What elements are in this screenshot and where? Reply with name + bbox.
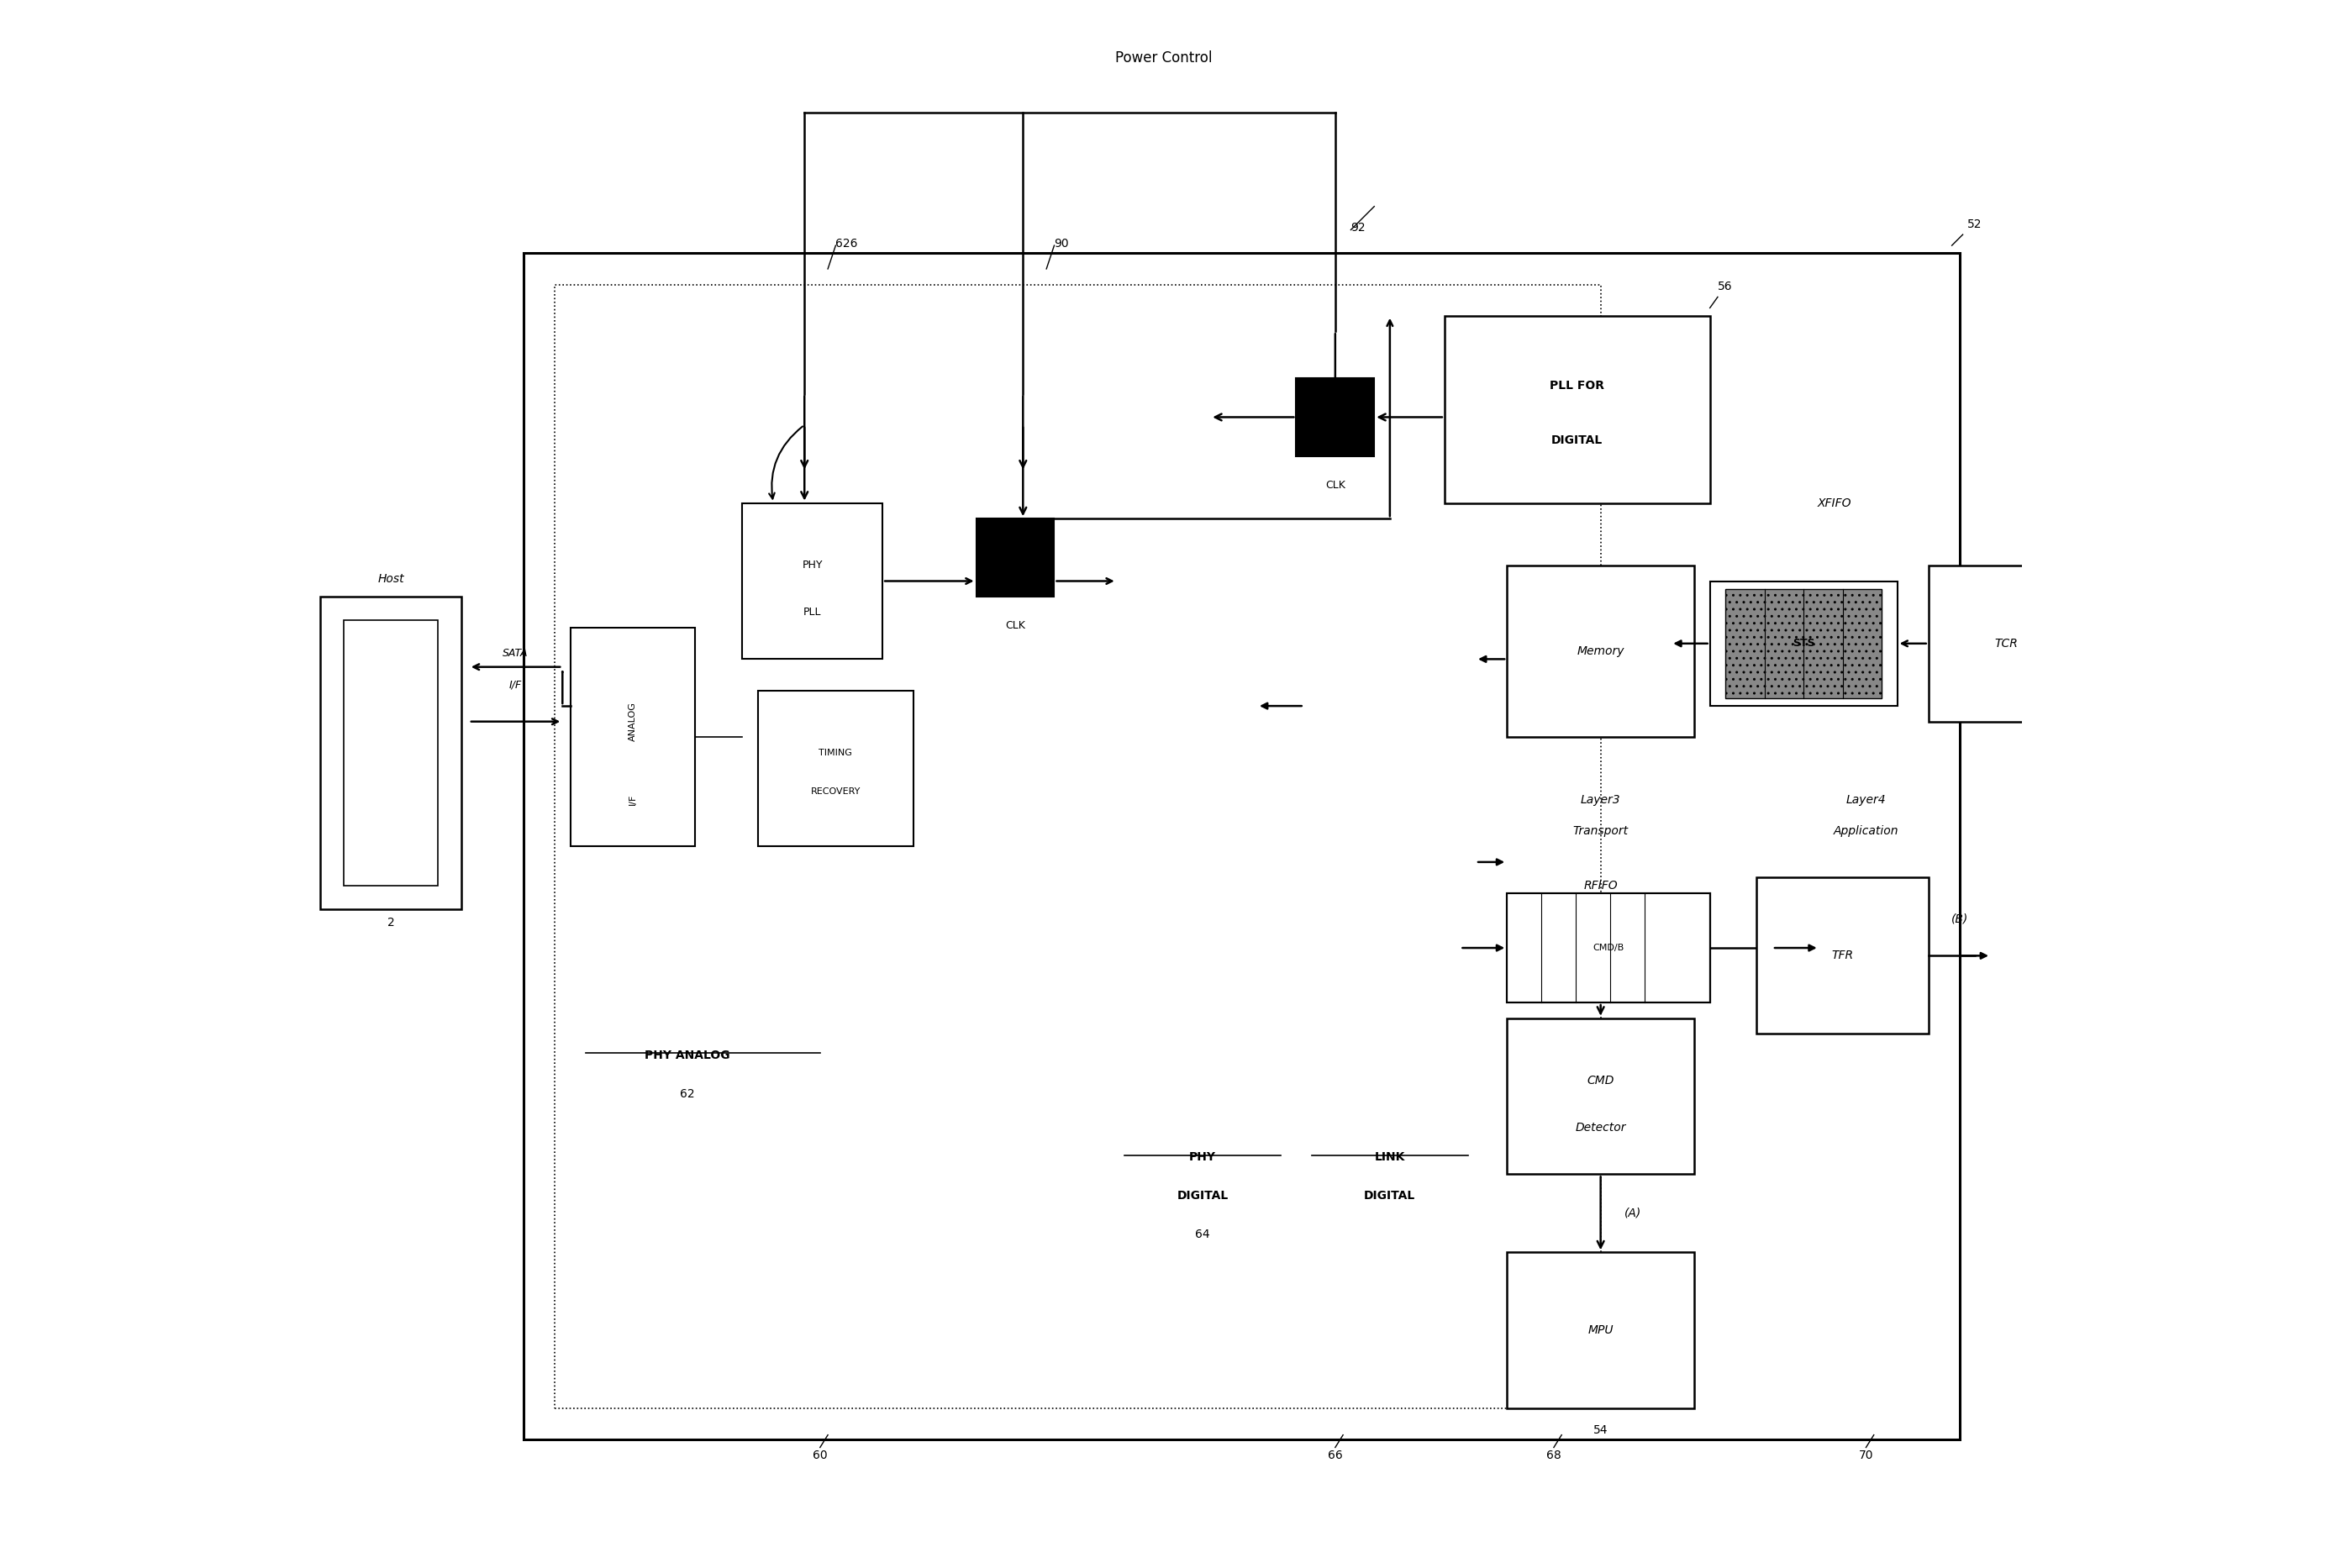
Text: 64: 64 [1196,1229,1210,1240]
Text: Memory: Memory [1578,646,1624,657]
Text: Transport: Transport [1573,825,1629,837]
Text: 60: 60 [812,1449,828,1461]
Bar [1727,590,1883,698]
Bar [344,619,437,886]
Bar [1508,1018,1694,1174]
Text: MPU: MPU [1587,1325,1613,1336]
Text: TIMING: TIMING [819,748,852,757]
Text: PLL FOR: PLL FOR [1550,379,1606,392]
Text: 56: 56 [1717,281,1734,292]
Text: 70: 70 [1859,1449,1873,1461]
Text: SATA: SATA [503,648,528,659]
Text: 2: 2 [386,917,393,928]
Bar [1508,894,1710,1002]
Text: Application: Application [1834,825,1899,837]
Bar [1508,1253,1694,1408]
Text: Power Control: Power Control [1115,50,1212,66]
Text: 90: 90 [1054,238,1068,249]
Text: PHY: PHY [1189,1151,1217,1162]
Text: CLK: CLK [1005,619,1026,630]
Bar [524,254,1959,1439]
Bar [1303,315,1475,1127]
Text: TFR: TFR [1831,950,1855,961]
Text: PHY: PHY [803,560,821,571]
Text: 62: 62 [679,1088,696,1101]
Text: (B): (B) [1950,913,1969,925]
Bar [1568,894,1664,1002]
Text: 68: 68 [1547,1449,1561,1461]
Text: Layer3: Layer3 [1580,793,1620,806]
Ellipse shape [586,441,961,1033]
Text: Host: Host [377,574,405,585]
Text: DIGITAL: DIGITAL [1552,434,1603,447]
Text: 52: 52 [1969,218,1983,230]
Text: 54: 54 [1594,1424,1608,1436]
Bar [1508,894,1710,1002]
Text: 66: 66 [1329,1449,1343,1461]
Text: 626: 626 [835,238,859,249]
Text: PHY ANALOG: PHY ANALOG [645,1049,731,1062]
Bar [321,597,461,909]
Bar [1117,315,1289,1127]
Text: Layer4: Layer4 [1845,793,1885,806]
Text: (A): (A) [1624,1207,1641,1220]
Text: RFIFO: RFIFO [1585,880,1617,891]
Bar [1508,566,1694,737]
Text: STS: STS [1792,638,1815,649]
Bar [1445,315,1710,503]
Bar [759,690,915,847]
Text: CMD: CMD [1587,1074,1615,1087]
Bar [1710,582,1897,706]
Bar [742,503,882,659]
Text: DIGITAL: DIGITAL [1364,1190,1415,1201]
Text: XFIFO: XFIFO [1817,497,1852,510]
Bar [1929,566,2085,721]
Bar [1296,378,1375,456]
Text: ANALOG: ANALOG [628,702,638,742]
Text: DIGITAL: DIGITAL [1177,1190,1229,1201]
Bar [570,627,696,847]
Bar [975,519,1054,597]
Bar [554,284,1601,1408]
Text: PLL: PLL [803,607,821,618]
Text: Detector: Detector [1575,1121,1627,1134]
Text: TCR: TCR [1994,638,2018,649]
Text: CLK: CLK [1324,480,1345,491]
Text: LINK: LINK [1375,1151,1406,1162]
Text: RECOVERY: RECOVERY [810,787,861,797]
Text: 92: 92 [1352,223,1366,234]
Text: I/F: I/F [628,793,638,806]
Text: I/F: I/F [510,679,521,690]
Text: CMD/B: CMD/B [1592,944,1624,952]
Bar [1757,878,1929,1033]
